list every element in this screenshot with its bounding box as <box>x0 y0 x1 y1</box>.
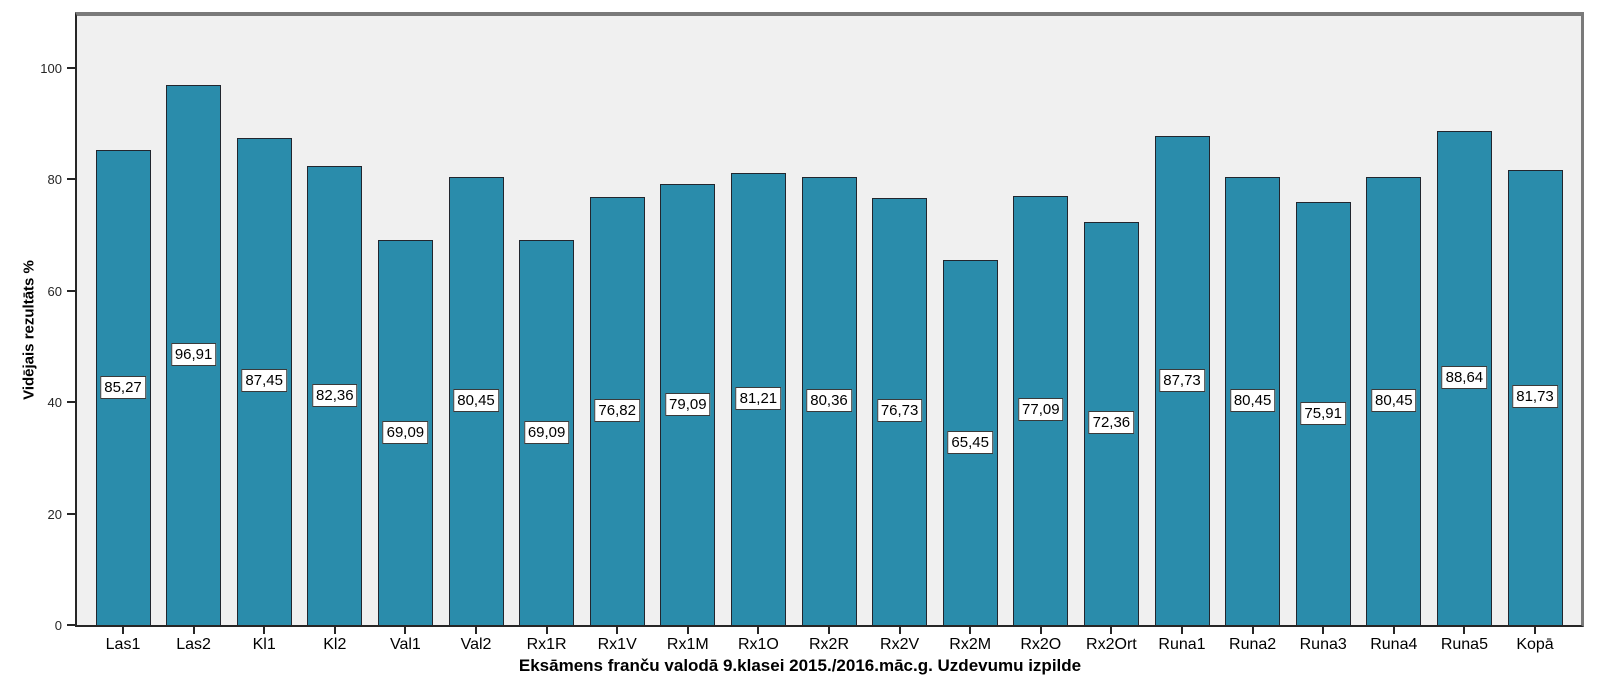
bar-value-label: 96,91 <box>170 343 217 367</box>
x-tick-mark-Runa4 <box>1392 627 1395 634</box>
y-tick-label-80: 80 <box>47 172 62 188</box>
bar-value-label: 76,82 <box>594 399 640 423</box>
x-tick-mark-Rx1R <box>545 627 548 634</box>
y-tick-mark-20 <box>67 512 75 515</box>
x-tick-mark-Runa2 <box>1251 627 1254 634</box>
x-tick-mark-Rx2O <box>1039 627 1042 634</box>
x-category-label-Rx2M: Rx2M <box>949 636 992 653</box>
y-tick-mark-0 <box>67 624 75 626</box>
x-category-label-Kopā: Kopā <box>1516 636 1554 653</box>
x-category-label-Las1: Las1 <box>105 636 141 653</box>
bar-value-label: 72,36 <box>1088 411 1135 435</box>
x-tick-mark-Las2 <box>192 627 195 634</box>
x-category-label-Rx1R: Rx1R <box>526 636 567 653</box>
y-tick-label-100: 100 <box>40 61 62 76</box>
y-tick-label-60: 60 <box>47 283 62 299</box>
x-category-label-Runa5: Runa5 <box>1440 636 1488 653</box>
x-tick-mark-Runa3 <box>1322 627 1325 634</box>
x-category-label-Val1: Val1 <box>389 636 421 653</box>
x-category-label-Rx2V: Rx2V <box>880 636 920 653</box>
plot-area: 85,27 96,91 87,45 82,36 69,09 80,45 69,09 76,82… <box>75 12 1584 627</box>
x-tick-mark-Kl1 <box>263 627 266 634</box>
x-tick-mark-Kopā <box>1534 627 1536 634</box>
x-tick-mark-Rx2Ort <box>1110 627 1113 634</box>
bar-value-label: 80,45 <box>1371 388 1417 412</box>
bar-value-label: 80,36 <box>806 389 852 413</box>
x-tick-mark-Las1 <box>122 627 124 634</box>
y-tick-mark-60 <box>67 289 75 292</box>
x-category-label-Rx1O: Rx1O <box>737 636 779 653</box>
bar-value-label: 65,45 <box>947 430 993 454</box>
bar-value-label: 76,73 <box>876 399 923 423</box>
x-category-label-Val2: Val2 <box>460 636 492 653</box>
bar-value-label: 75,91 <box>1300 401 1346 425</box>
x-tick-mark-Kl2 <box>333 627 336 634</box>
y-tick-mark-80 <box>67 178 75 181</box>
y-tick-label-0: 0 <box>54 618 62 633</box>
x-category-label-Runa4: Runa4 <box>1370 636 1418 653</box>
x-category-label-Runa1: Runa1 <box>1158 636 1206 653</box>
bar-value-label: 82,36 <box>312 383 358 407</box>
x-category-label-Kl2: Kl2 <box>323 636 347 653</box>
bar-value-label: 80,45 <box>1229 388 1276 412</box>
bar-value-label: 81,21 <box>735 386 782 410</box>
y-tick-mark-40 <box>67 401 75 404</box>
x-tick-mark-Rx1M <box>686 627 689 634</box>
bar-value-label: 81,73 <box>1512 385 1558 409</box>
bar-value-label: 87,45 <box>241 369 287 393</box>
x-tick-mark-Runa5 <box>1463 627 1466 634</box>
bar-value-label: 85,27 <box>100 375 146 399</box>
x-category-label-Runa3: Runa3 <box>1299 636 1347 653</box>
x-tick-mark-Rx1V <box>616 627 619 634</box>
y-tick-label-20: 20 <box>47 506 62 522</box>
x-category-label-Runa2: Runa2 <box>1229 636 1277 653</box>
bar-value-label: 88,64 <box>1441 366 1488 390</box>
y-tick-label-40: 40 <box>47 395 62 411</box>
x-tick-mark-Rx1O <box>757 627 760 634</box>
y-axis-title: Vidējais rezultāts % <box>20 260 38 400</box>
bar-value-label: 69,09 <box>382 420 429 444</box>
x-category-label-Rx2Ort: Rx2Ort <box>1086 636 1137 653</box>
x-tick-mark-Runa1 <box>1181 627 1183 634</box>
x-category-label-Kl1: Kl1 <box>252 636 276 653</box>
x-tick-mark-Rx2R <box>828 627 830 634</box>
x-category-label-Rx2O: Rx2O <box>1020 636 1062 653</box>
x-axis-title: Eksāmens franču valodā 9.klasei 2015./20… <box>518 656 1082 675</box>
x-category-label-Las2: Las2 <box>176 636 211 653</box>
bar-value-label: 69,09 <box>523 420 570 444</box>
x-tick-mark-Rx2V <box>898 627 901 634</box>
x-category-label-Rx1V: Rx1V <box>597 636 637 653</box>
x-tick-mark-Val2 <box>475 627 477 634</box>
x-tick-mark-Val1 <box>404 627 407 634</box>
x-tick-mark-Rx2M <box>969 627 972 634</box>
bar-value-label: 79,09 <box>665 392 711 416</box>
x-category-label-Rx2R: Rx2R <box>808 636 849 653</box>
bar-value-label: 87,73 <box>1159 368 1205 392</box>
bar-value-label: 80,45 <box>453 388 499 412</box>
bar-value-label: 77,09 <box>1018 398 1064 422</box>
x-category-label-Rx1M: Rx1M <box>666 636 709 653</box>
y-tick-mark-100 <box>67 67 75 69</box>
